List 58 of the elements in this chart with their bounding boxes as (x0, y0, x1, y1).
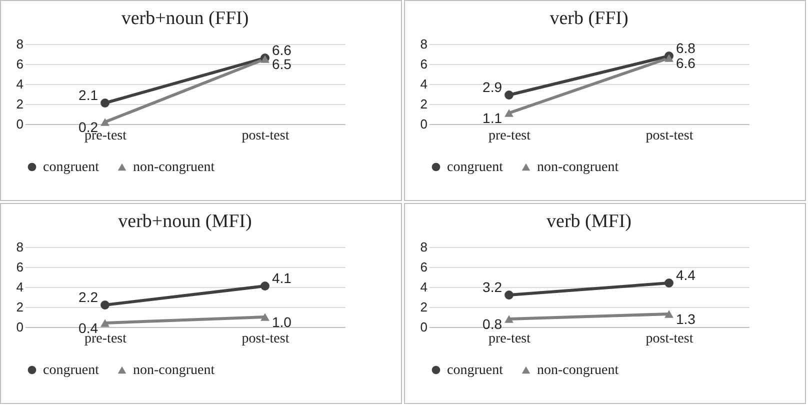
y-tick-label: 6 (420, 260, 428, 274)
point (260, 282, 270, 290)
data-label: 4.1 (272, 270, 292, 286)
data-label: 6.6 (272, 42, 292, 58)
y-tick-label: 2 (420, 300, 428, 314)
data-label: 1.3 (676, 311, 696, 327)
y-tick-label: 4 (420, 280, 428, 294)
legend-label: non-congruent (537, 160, 619, 175)
y-tick-label: 8 (420, 240, 428, 254)
data-label: 2.1 (78, 87, 98, 103)
y-tick-label: 2 (420, 96, 428, 112)
data-label: 6.5 (272, 56, 292, 72)
data-label: 2.9 (482, 79, 502, 95)
legend-label: non-congruent (133, 363, 215, 378)
data-label: 3.2 (482, 279, 502, 295)
y-tick-label: 4 (16, 76, 24, 92)
x-tick-label: post-test (646, 128, 694, 144)
data-label: 2.2 (78, 289, 98, 305)
data-label: 0.8 (482, 316, 502, 332)
y-tick-label: 6 (16, 260, 24, 274)
y-tick-label: 2 (16, 300, 24, 314)
legend-label: congruent (447, 160, 504, 175)
data-label: 6.8 (676, 40, 696, 56)
y-tick-label: 6 (420, 56, 428, 72)
chart-title: verb+noun (FFI) (121, 8, 249, 29)
point (100, 98, 110, 108)
chart-title: verb+noun (MFI) (118, 211, 252, 232)
x-tick-label: post-test (242, 332, 290, 346)
point (664, 278, 674, 288)
point (504, 290, 514, 300)
y-tick-label: 0 (16, 320, 24, 334)
y-tick-label: 8 (16, 36, 24, 52)
legend-label: congruent (43, 160, 100, 175)
x-tick-label: pre-test (488, 128, 531, 144)
y-tick-label: 2 (16, 96, 24, 112)
legend-label: congruent (43, 363, 100, 378)
y-tick-label: 0 (420, 116, 428, 132)
point (504, 90, 514, 100)
x-tick-label: post-test (646, 332, 694, 346)
data-label: 6.6 (676, 55, 696, 71)
data-label: 1.1 (482, 110, 502, 126)
x-tick-label: pre-test (488, 332, 531, 346)
legend-label: non-congruent (133, 160, 215, 175)
point (100, 300, 110, 310)
legend-label: congruent (447, 363, 504, 378)
data-label: 1.0 (272, 314, 292, 330)
data-label: 4.4 (676, 267, 696, 283)
chart-title: verb (FFI) (550, 8, 628, 29)
y-tick-label: 0 (420, 320, 428, 334)
y-tick-label: 4 (16, 280, 24, 294)
x-tick-label: post-test (242, 128, 290, 144)
y-tick-label: 8 (420, 36, 428, 52)
y-tick-label: 4 (420, 76, 428, 92)
y-tick-label: 0 (16, 116, 24, 132)
y-tick-label: 6 (16, 56, 24, 72)
chart-title: verb (MFI) (546, 211, 632, 232)
legend-label: non-congruent (537, 363, 619, 378)
y-tick-label: 8 (16, 240, 24, 254)
